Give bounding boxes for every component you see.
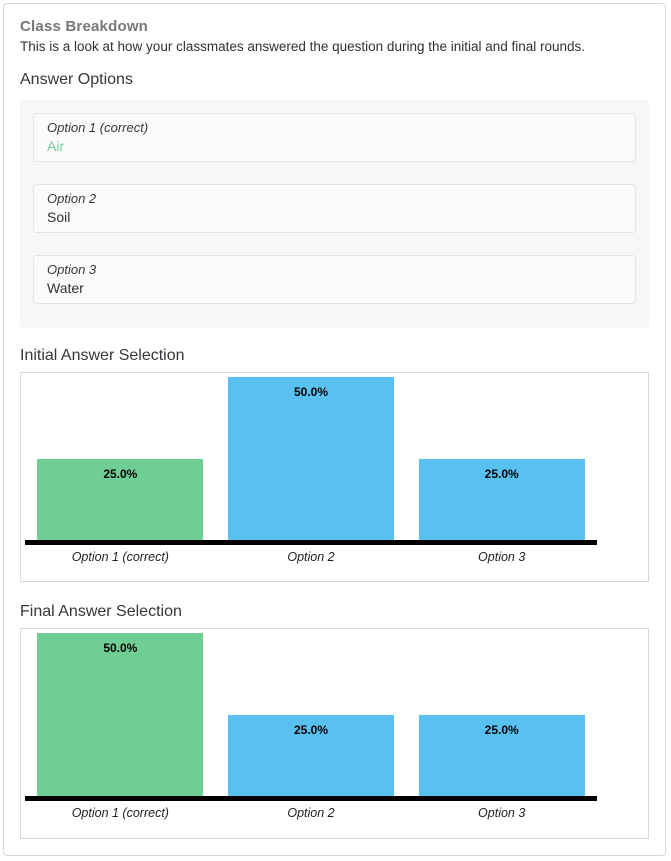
initial-chart-heading: Initial Answer Selection	[20, 347, 185, 365]
initial-chart-plot-area: 25.0% 50.0% 25.0%	[25, 377, 597, 541]
option-value-correct: Air	[47, 138, 65, 155]
answer-options-panel: Option 1 (correct) Air Option 2 Soil Opt…	[20, 100, 649, 329]
initial-bar-option-2: 50.0%	[228, 377, 394, 541]
option-card-3: Option 3 Water	[33, 255, 636, 305]
bar-value-label: 25.0%	[103, 466, 138, 481]
bar-value-label: 25.0%	[293, 722, 329, 737]
x-axis-line	[25, 540, 597, 546]
initial-bar-option-1: 25.0%	[37, 458, 204, 541]
initial-answer-chart: 25.0% 50.0% 25.0% Option 1 (correct) Opt…	[20, 372, 649, 583]
category-label: Option 3	[478, 806, 526, 821]
final-chart-plot-area: 50.0% 25.0% 25.0%	[25, 633, 597, 797]
option-label: Option 2	[47, 191, 97, 207]
chart-slot: 25.0%	[25, 377, 216, 541]
class-breakdown-panel: Class Breakdown This is a look at how yo…	[3, 3, 666, 856]
final-bar-option-1: 50.0%	[37, 633, 204, 797]
category-label: Option 1 (correct)	[71, 550, 169, 565]
chart-slot: 50.0%	[216, 377, 407, 541]
answer-options-heading: Answer Options	[20, 71, 133, 89]
bar-value-label: 50.0%	[103, 641, 138, 656]
option-value: Soil	[47, 209, 71, 226]
x-axis-labels: Option 1 (correct) Option 2 Option 3	[25, 545, 597, 573]
chart-slot: 50.0%	[25, 633, 216, 797]
chart-slot: 25.0%	[406, 633, 597, 797]
x-axis-line	[25, 796, 597, 802]
bar-value-label: 25.0%	[484, 722, 519, 737]
initial-bar-option-3: 25.0%	[418, 458, 585, 541]
option-label: Option 3	[47, 262, 97, 278]
chart-slot: 25.0%	[216, 633, 407, 797]
final-bar-option-3: 25.0%	[418, 714, 585, 797]
category-label: Option 2	[287, 806, 335, 821]
option-label: Option 1 (correct)	[47, 120, 149, 136]
bar-value-label: 25.0%	[484, 466, 519, 481]
bar-value-label: 50.0%	[293, 385, 329, 400]
page-title: Class Breakdown	[20, 18, 149, 35]
final-chart-heading: Final Answer Selection	[20, 603, 182, 621]
page-description: This is a look at how your classmates an…	[20, 38, 586, 54]
chart-slot: 25.0%	[406, 377, 597, 541]
category-label: Option 3	[478, 550, 526, 565]
final-bar-option-2: 25.0%	[228, 714, 394, 797]
x-axis-labels: Option 1 (correct) Option 2 Option 3	[25, 801, 597, 829]
option-value: Water	[47, 280, 84, 297]
category-label: Option 2	[287, 550, 335, 565]
final-answer-chart: 50.0% 25.0% 25.0% Option 1 (correct) Opt…	[20, 628, 649, 839]
category-label: Option 1 (correct)	[71, 806, 169, 821]
option-card-2: Option 2 Soil	[33, 184, 636, 234]
option-card-1: Option 1 (correct) Air	[33, 113, 636, 163]
